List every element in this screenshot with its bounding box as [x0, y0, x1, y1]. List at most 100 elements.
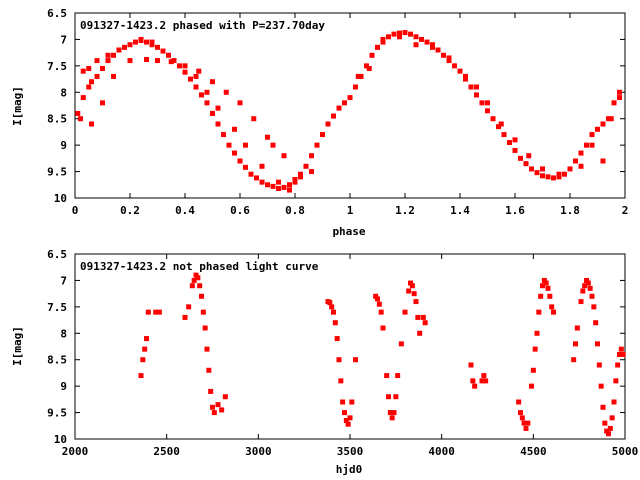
- data-point: [78, 116, 83, 122]
- data-point: [481, 373, 487, 379]
- data-point: [259, 179, 265, 185]
- data-point: [606, 431, 611, 437]
- data-point: [144, 39, 149, 45]
- data-point: [611, 100, 617, 106]
- x-tick-label: 3500: [337, 445, 364, 458]
- data-point: [149, 39, 155, 45]
- data-point: [168, 59, 174, 65]
- data-point: [600, 158, 606, 164]
- data-point: [94, 58, 100, 64]
- data-point: [353, 357, 358, 363]
- data-point: [332, 320, 338, 326]
- data-point: [210, 79, 215, 85]
- data-point: [591, 304, 597, 310]
- data-point: [408, 280, 413, 286]
- x-tick-label: 4500: [520, 445, 547, 458]
- data-point: [254, 175, 259, 181]
- y-tick-label: 8: [60, 86, 67, 99]
- data-point: [589, 293, 595, 299]
- data-point: [419, 36, 424, 42]
- data-point: [189, 283, 195, 289]
- data-point: [389, 415, 395, 421]
- data-point: [556, 174, 562, 180]
- data-point: [530, 367, 536, 373]
- data-point: [387, 410, 393, 416]
- data-point: [545, 174, 551, 180]
- data-point: [204, 100, 210, 106]
- data-point: [600, 121, 606, 127]
- data-point: [518, 155, 523, 161]
- data-point: [259, 163, 265, 169]
- data-point: [342, 410, 347, 416]
- data-point: [543, 280, 549, 286]
- data-point: [336, 105, 342, 111]
- data-point: [472, 383, 478, 389]
- data-point: [89, 121, 94, 127]
- data-point: [193, 272, 199, 278]
- data-point: [463, 73, 468, 79]
- data-point: [397, 34, 402, 40]
- data-point: [232, 126, 237, 132]
- y-tick-label: 7.5: [47, 301, 67, 314]
- x-tick-label: 1.4: [450, 204, 470, 217]
- data-point: [156, 309, 162, 315]
- data-point: [211, 410, 217, 416]
- data-point: [331, 113, 336, 119]
- data-point: [549, 304, 555, 310]
- data-point: [452, 63, 457, 69]
- data-point: [470, 378, 476, 384]
- data-point: [155, 44, 160, 50]
- data-point: [327, 300, 333, 306]
- data-point: [391, 410, 397, 416]
- data-point: [545, 285, 551, 291]
- data-point: [430, 42, 435, 48]
- data-point: [202, 325, 208, 331]
- data-point: [140, 357, 146, 363]
- data-point: [541, 277, 547, 283]
- data-point: [617, 351, 622, 357]
- data-point: [602, 420, 608, 426]
- data-point: [287, 182, 292, 188]
- data-point: [608, 116, 614, 122]
- data-point: [523, 425, 529, 431]
- data-point: [222, 394, 228, 400]
- y-tick-label: 8.5: [47, 354, 67, 367]
- data-point: [589, 132, 595, 138]
- x-tick-label: 2500: [153, 445, 180, 458]
- data-point: [375, 44, 380, 50]
- data-point: [384, 373, 390, 379]
- x-axis-label: hjd0: [336, 463, 363, 476]
- data-point: [496, 124, 501, 130]
- data-point: [584, 142, 589, 148]
- data-point: [325, 121, 331, 127]
- y-tick-label: 9: [60, 139, 67, 152]
- data-point: [100, 100, 105, 106]
- data-point: [375, 296, 380, 302]
- data-point: [490, 116, 496, 122]
- data-point: [468, 84, 474, 90]
- data-point: [281, 153, 287, 159]
- data-point: [153, 309, 159, 315]
- data-point: [578, 163, 584, 169]
- data-point: [232, 150, 237, 156]
- data-point: [144, 57, 149, 63]
- data-point: [105, 58, 111, 64]
- data-point: [206, 367, 212, 373]
- data-point: [584, 277, 589, 283]
- data-point: [336, 357, 342, 363]
- y-tick-label: 8.5: [47, 113, 67, 126]
- data-point: [86, 66, 92, 71]
- data-point: [573, 341, 578, 347]
- data-point: [155, 58, 160, 64]
- y-tick-label: 8: [60, 327, 67, 340]
- data-point: [94, 73, 100, 79]
- data-point: [600, 404, 606, 410]
- y-tick-label: 7: [60, 274, 67, 287]
- data-point: [408, 31, 413, 37]
- data-point: [127, 58, 133, 64]
- x-tick-label: 2000: [62, 445, 89, 458]
- data-point: [435, 47, 441, 53]
- data-point: [251, 116, 257, 122]
- data-point: [395, 373, 401, 379]
- data-point: [309, 153, 314, 159]
